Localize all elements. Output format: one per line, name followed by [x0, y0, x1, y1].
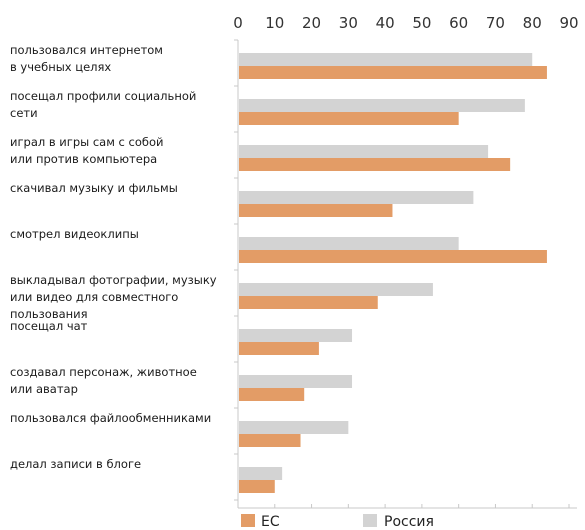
legend: ЕС Россия: [241, 514, 434, 530]
category-label: скачивал музыку и фильмы: [10, 181, 178, 195]
category-label: создавал персонаж, животное: [10, 365, 197, 379]
bar-russia: [239, 191, 474, 204]
x-tick-label: 50: [412, 14, 431, 32]
bar-eu: [239, 434, 301, 447]
category-label: пользования: [10, 307, 88, 321]
bar-eu: [239, 250, 547, 263]
x-tick-label: 30: [339, 14, 358, 32]
category-label: пользовался интернетом: [10, 43, 163, 57]
bar-russia: [239, 99, 525, 112]
bars: [239, 53, 547, 493]
category-label: или против компьютера: [10, 152, 157, 166]
legend-label-eu: ЕС: [261, 514, 280, 530]
category-label: выкладывал фотографии, музыку: [10, 273, 217, 287]
category-label: играл в игры сам с собой: [10, 135, 164, 149]
category-labels: пользовался интернетом в учебных целях пос…: [10, 43, 217, 471]
x-tick-label: 60: [449, 14, 468, 32]
bar-russia: [239, 53, 533, 66]
category-label: или видео для совместного: [10, 290, 178, 304]
category-label: пользовался файлообменниками: [10, 411, 211, 425]
bar-russia: [239, 237, 459, 250]
bar-eu: [239, 112, 459, 125]
legend-swatch-russia: [363, 514, 377, 527]
bar-russia: [239, 421, 349, 434]
bar-eu: [239, 204, 393, 217]
legend-swatch-eu: [241, 514, 255, 527]
bar-russia: [239, 145, 489, 158]
x-tick-label: 20: [302, 14, 321, 32]
bar-russia: [239, 467, 283, 480]
bar-russia: [239, 375, 353, 388]
x-tick-label: 0: [233, 14, 243, 32]
bar-eu: [239, 480, 275, 493]
bar-eu: [239, 296, 378, 309]
bar-eu: [239, 66, 547, 79]
category-label: смотрел видеоклипы: [10, 227, 139, 241]
x-tick-label: 40: [376, 14, 395, 32]
category-label: в учебных целях: [10, 60, 111, 74]
bar-eu: [239, 158, 511, 171]
x-tick-label: 90: [559, 14, 578, 32]
category-label: делал записи в блоге: [10, 457, 141, 471]
category-label: сети: [10, 106, 38, 120]
x-tick-label: 10: [265, 14, 284, 32]
x-axis: 0 10 20 30 40 50 60 70 80 90: [233, 14, 579, 509]
x-tick-label: 80: [523, 14, 542, 32]
bar-eu: [239, 388, 305, 401]
category-label: или аватар: [10, 382, 78, 396]
bar-russia: [239, 283, 433, 296]
category-label: посещал чат: [10, 319, 88, 333]
bar-eu: [239, 342, 319, 355]
category-label: посещал профили социальной: [10, 89, 196, 103]
legend-label-russia: Россия: [384, 514, 434, 530]
x-tick-label: 70: [486, 14, 505, 32]
bar-russia: [239, 329, 353, 342]
